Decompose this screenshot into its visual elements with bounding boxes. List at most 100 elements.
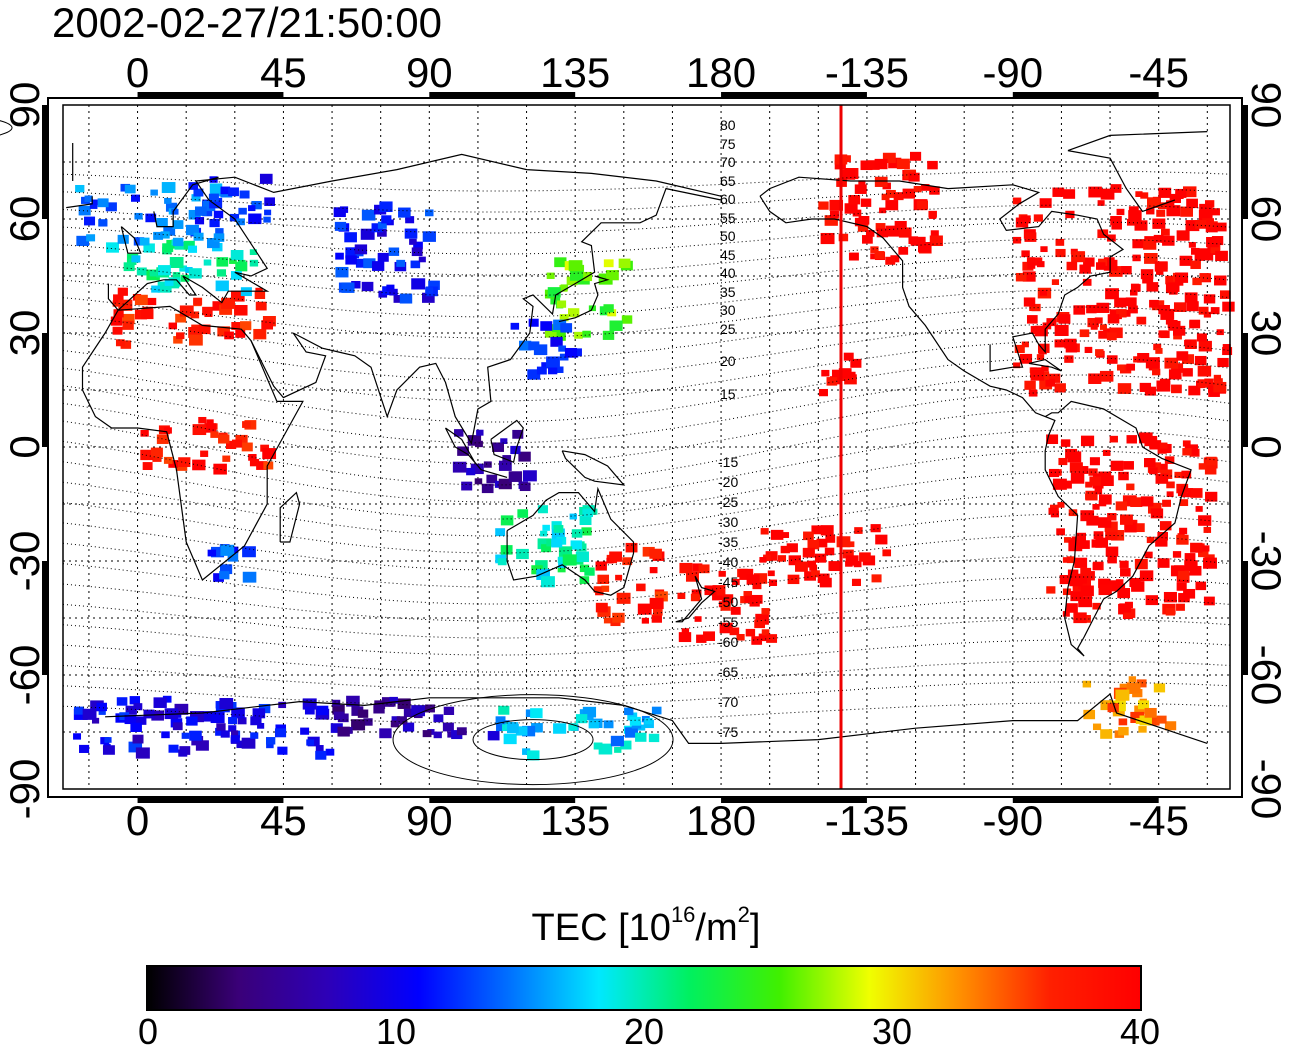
tec-cell (242, 546, 256, 558)
tec-cell (540, 530, 548, 537)
tec-cell (213, 210, 224, 219)
tec-cell (1129, 289, 1138, 296)
tec-cell (1109, 435, 1118, 443)
tec-cell (609, 320, 623, 332)
tec-cell (278, 701, 287, 709)
tec-cell (681, 628, 690, 635)
tec-cell (902, 188, 916, 199)
tec-cell (553, 723, 567, 734)
tec-cell (875, 534, 888, 545)
tec-cell (744, 595, 754, 603)
tec-cell (227, 553, 239, 562)
tec-cell (212, 301, 225, 311)
tec-cell (498, 705, 510, 715)
tec-cell (157, 281, 172, 293)
tec-cell (151, 285, 161, 293)
tec-cell (564, 347, 578, 358)
tec-cell (216, 269, 227, 277)
tec-cell (1026, 257, 1035, 264)
tec-cell (117, 234, 129, 244)
y-tick-label-left: 0 (1, 435, 48, 459)
mlat-contour (62, 221, 1231, 255)
tec-cell (1094, 317, 1103, 324)
tec-cell (554, 257, 567, 268)
tec-cell (651, 614, 662, 623)
tec-cell (152, 454, 162, 462)
tec-cell (803, 531, 814, 541)
tec-cell (566, 276, 578, 286)
tec-cell (215, 727, 225, 736)
tec-cell (1149, 467, 1158, 475)
tec-cell (466, 467, 476, 476)
tec-cell (743, 591, 753, 598)
tec-cell (162, 695, 172, 703)
tec-cell (346, 695, 360, 707)
tec-cell (153, 697, 167, 708)
tec-cell (1203, 596, 1215, 606)
tec-cell (836, 536, 851, 548)
tec-cell (1107, 555, 1117, 564)
tec-cell (1213, 374, 1222, 381)
tec-cell (1030, 369, 1045, 381)
tec-cell (1055, 238, 1065, 246)
tec-cell (1046, 586, 1056, 594)
colorbar-tick-label: 30 (871, 1011, 913, 1052)
tec-cell (1125, 297, 1137, 307)
tec-cell (89, 202, 98, 209)
tec-cell (1216, 329, 1224, 336)
mlat-label-south: -60 (718, 634, 739, 650)
tec-cell (582, 706, 597, 718)
tec-cell (188, 327, 202, 338)
tec-cell (739, 568, 754, 580)
tec-cell (679, 562, 693, 574)
tec-cell (1064, 338, 1077, 349)
tec-cell (1176, 603, 1185, 611)
tec-cell (183, 240, 195, 250)
tec-cell (474, 478, 483, 485)
tec-cell (213, 573, 224, 582)
tec-cell (470, 463, 484, 475)
tec-cell (171, 208, 179, 215)
tec-cell (237, 259, 246, 267)
mlat-label-south: -75 (718, 724, 739, 740)
tec-cell (1079, 264, 1091, 274)
mlat-contour (62, 576, 1231, 622)
tec-cell (1184, 292, 1198, 303)
tec-cell (557, 556, 566, 564)
mlat-contour (62, 323, 1231, 381)
tec-cell (73, 733, 82, 740)
tec-cell (536, 569, 550, 580)
tec-cell (134, 309, 148, 320)
tec-cell (593, 586, 602, 593)
tec-cell (1126, 218, 1136, 226)
tec-cell (1188, 385, 1201, 396)
tec-cell (500, 515, 514, 526)
tec-cell (1182, 368, 1193, 377)
mlat-label-north: 45 (720, 246, 736, 263)
tec-cell (1110, 530, 1125, 541)
tec-cell (1156, 268, 1164, 275)
tec-cell (1140, 496, 1154, 507)
tec-cell (1140, 192, 1149, 199)
tec-cell (1204, 465, 1217, 475)
tec-cell (517, 509, 529, 518)
tec-cell (635, 732, 647, 742)
tec-cell (388, 700, 396, 707)
tec-cell (1080, 585, 1094, 597)
tec-cell (1136, 316, 1147, 325)
tec-cell (844, 374, 857, 385)
tec-cell (1184, 339, 1192, 346)
tec-cell (758, 633, 769, 642)
tec-cell (614, 746, 622, 753)
tec-cell (1037, 343, 1050, 353)
tec-cell (816, 538, 828, 548)
mlat-contour (62, 471, 1231, 537)
colorbar-title-end: ] (749, 907, 761, 949)
mlat-label-north: 65 (720, 172, 736, 189)
tec-cell (1143, 239, 1157, 250)
coastline (759, 195, 1192, 657)
tec-cell (537, 505, 548, 514)
x-tick-label-top: -90 (982, 49, 1044, 96)
tec-cell (546, 356, 560, 368)
tec-cell (150, 189, 158, 196)
